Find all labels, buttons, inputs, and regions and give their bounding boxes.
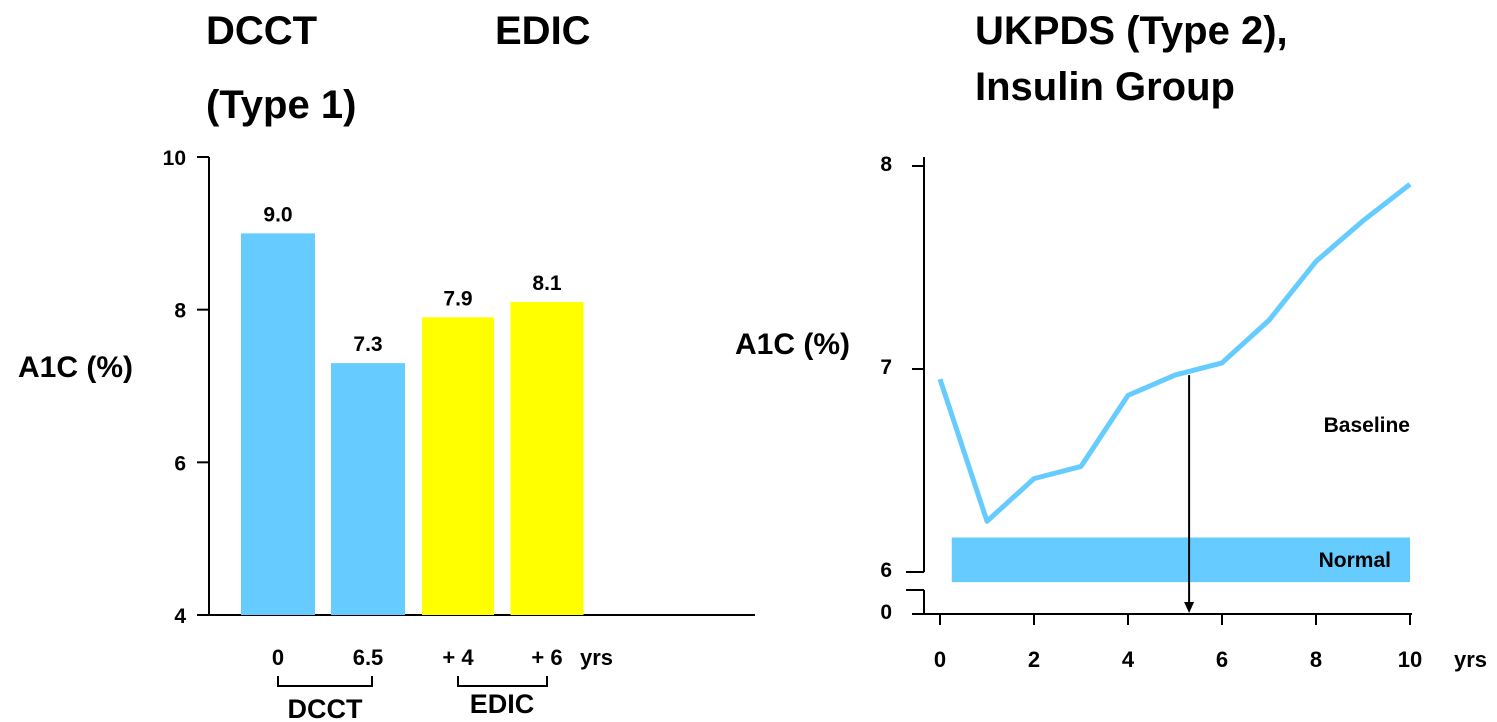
x-tick-label: 0 xyxy=(934,647,946,672)
group-label-edic: EDIC xyxy=(470,689,535,719)
x-ticks: 0 2 4 6 8 10 xyxy=(934,614,1422,672)
chart-title-dcct: DCCT xyxy=(206,9,317,53)
data-label: 7.3 xyxy=(353,333,382,356)
y-tick-label: 10 xyxy=(163,147,186,170)
normal-range-band xyxy=(951,537,1410,583)
x-tick-label: 0 xyxy=(272,645,284,670)
chart-title-edic: EDIC xyxy=(495,9,591,53)
y-ticks: 4 6 8 10 xyxy=(163,147,209,628)
y-tick-label: 6 xyxy=(880,559,892,582)
x-tick-label: 10 xyxy=(1398,647,1422,672)
bar xyxy=(331,363,405,615)
bar xyxy=(510,302,584,615)
series-line-a1c xyxy=(937,182,1412,524)
chart-title-line1: UKPDS (Type 2), xyxy=(975,9,1288,53)
group-bracket-dcct: DCCT xyxy=(277,676,373,722)
normal-label: Normal xyxy=(1319,549,1391,572)
x-tick-label: 4 xyxy=(1122,647,1135,672)
ukpds-line-chart: UKPDS (Type 2), Insulin Group A1C (%) No… xyxy=(735,9,1487,672)
x-tick-label: + 4 xyxy=(442,645,474,670)
data-label: 9.0 xyxy=(263,203,292,226)
y-tick-label: 0 xyxy=(880,601,892,624)
x-tick-labels: 0 6.5 + 4 + 6 xyxy=(272,645,563,670)
bar xyxy=(241,233,315,616)
group-label-dcct: DCCT xyxy=(288,694,363,722)
data-label: 8.1 xyxy=(532,272,562,295)
y-tick-label: 8 xyxy=(880,153,892,176)
x-unit-label: yrs xyxy=(580,645,613,670)
chart-title-line2: Insulin Group xyxy=(975,65,1235,109)
y-tick-label: 6 xyxy=(174,452,186,475)
dcct-edic-bar-chart: DCCT (Type 1) EDIC A1C (%) 4 6 8 10 9.0 7.3 7… xyxy=(18,9,755,722)
x-tick-label: 6 xyxy=(1216,647,1228,672)
marker-arrowhead xyxy=(1184,602,1195,613)
chart-title-type1: (Type 1) xyxy=(206,83,356,127)
bar xyxy=(422,317,494,615)
time-marker-arrow xyxy=(1184,375,1195,613)
y-axis-label: A1C (%) xyxy=(735,328,850,361)
x-tick-label: 6.5 xyxy=(353,645,384,670)
y-tick-label: 4 xyxy=(174,605,186,628)
y-tick-label: 7 xyxy=(880,356,892,379)
y-axis-label: A1C (%) xyxy=(18,351,133,384)
x-unit-label: yrs xyxy=(1454,647,1487,672)
data-label: 7.9 xyxy=(443,287,472,310)
group-bracket-edic: EDIC xyxy=(457,676,548,719)
y-ticks: 0 6 7 8 xyxy=(880,153,924,624)
x-tick-label: + 6 xyxy=(531,645,562,670)
bars: 9.0 7.3 7.9 8.1 xyxy=(241,203,584,616)
x-tick-label: 2 xyxy=(1028,647,1040,672)
baseline-label: Baseline xyxy=(1324,414,1410,437)
y-tick-label: 8 xyxy=(174,300,186,323)
x-tick-label: 8 xyxy=(1310,647,1322,672)
